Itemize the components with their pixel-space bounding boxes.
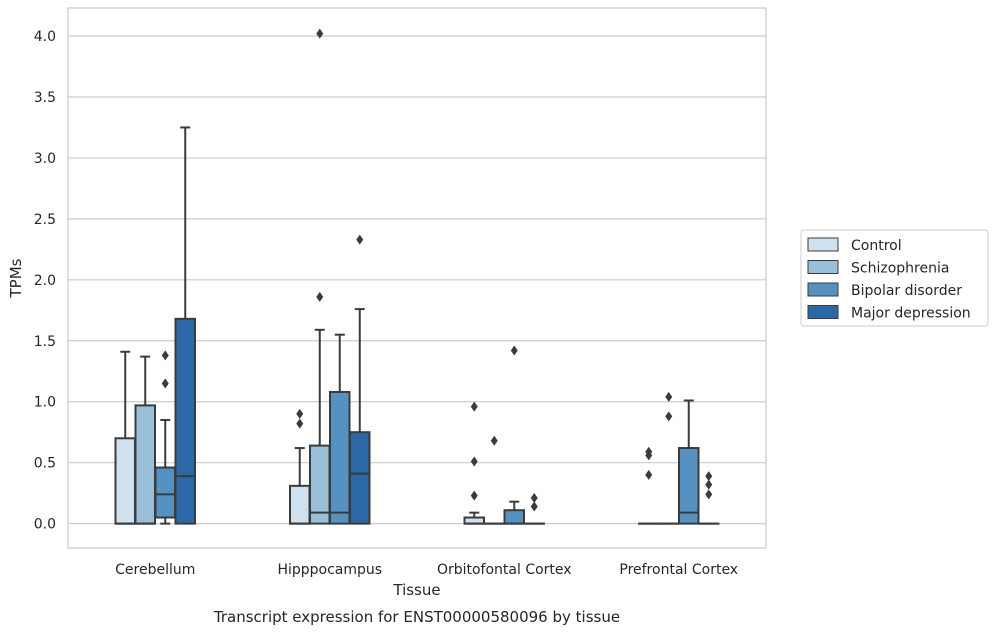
x-tick-label: Prefrontal Cortex	[619, 562, 738, 578]
outlier-point	[296, 408, 304, 419]
box-iqr	[134, 404, 156, 525]
x-tick-label: Orbitofontal Cortex	[437, 562, 572, 578]
outlier-point	[161, 350, 169, 361]
box-iqr	[329, 390, 351, 525]
outlier-point	[296, 418, 304, 429]
legend-swatch	[807, 237, 839, 252]
outlier-point	[316, 291, 324, 302]
box-iqr	[154, 466, 176, 519]
legend-swatch	[807, 260, 839, 274]
box-iqr	[678, 447, 700, 525]
outlier-point	[705, 471, 713, 482]
box-iqr	[289, 484, 311, 525]
y-tick-label: 2.0	[34, 273, 56, 289]
y-tick-label: 0.5	[34, 456, 56, 472]
outlier-point	[530, 493, 538, 504]
chart-caption: Transcript expression for ENST0000058009…	[213, 608, 620, 626]
y-tick-label: 4.0	[34, 29, 56, 45]
outlier-point	[161, 378, 169, 389]
box-schizophrenia	[658, 391, 680, 525]
outlier-point	[705, 489, 713, 500]
y-tick-label: 0.0	[34, 517, 56, 533]
outlier-point	[470, 456, 478, 467]
box-control	[289, 408, 311, 525]
box-bipolar-disorder	[503, 345, 525, 525]
box-iqr	[114, 437, 136, 525]
legend: Control Schizophrenia Bipolar disorder Majo…	[800, 229, 989, 327]
x-axis-ticks: Cerebellum Hipppocampus Orbitofontal Corte…	[115, 562, 738, 578]
box-iqr	[349, 431, 371, 525]
outlier-point	[510, 345, 518, 356]
outlier-point	[705, 479, 713, 490]
box-iqr	[503, 509, 525, 525]
legend-swatch	[807, 282, 839, 297]
legend-label: Schizophrenia	[851, 261, 949, 277]
y-axis-ticks: 0.0 0.5 1.0 1.5 2.0 2.5 3.0 3.5 4.0	[34, 29, 56, 533]
box-major-depression	[174, 126, 196, 525]
outlier-point	[470, 490, 478, 501]
box-major-depression	[523, 493, 545, 525]
y-axis-title: TPMs	[7, 258, 25, 298]
legend-swatch	[807, 305, 839, 319]
outlier-point	[356, 234, 364, 245]
box-major-depression	[698, 471, 720, 525]
y-tick-label: 3.5	[34, 90, 56, 106]
box-groups	[114, 28, 720, 525]
y-tick-label: 3.0	[34, 151, 56, 167]
box-bipolar-disorder	[678, 399, 700, 525]
outlier-point	[470, 401, 478, 412]
x-tick-label: Cerebellum	[115, 562, 195, 578]
legend-label: Control	[851, 238, 902, 254]
y-tick-label: 1.5	[34, 334, 56, 350]
legend-frame	[800, 229, 989, 327]
legend-label: Bipolar disorder	[851, 283, 962, 299]
x-axis-title: Tissue	[392, 581, 440, 599]
outlier-point	[316, 28, 324, 39]
legend-label: Major depression	[851, 306, 971, 322]
y-tick-label: 1.0	[34, 395, 56, 411]
x-tick-label: Hipppocampus	[277, 562, 382, 578]
outlier-point	[530, 501, 538, 512]
box-iqr	[174, 317, 196, 525]
box-control	[463, 401, 485, 525]
outlier-point	[665, 391, 673, 402]
box-major-depression	[349, 234, 371, 525]
outlier-point	[490, 435, 498, 446]
outlier-point	[665, 411, 673, 422]
y-tick-label: 2.5	[34, 212, 56, 228]
outlier-point	[645, 469, 653, 480]
box-schizophrenia	[483, 435, 505, 525]
outlier-point	[645, 446, 653, 457]
box-schizophrenia	[134, 355, 156, 525]
box-bipolar-disorder	[329, 333, 351, 525]
